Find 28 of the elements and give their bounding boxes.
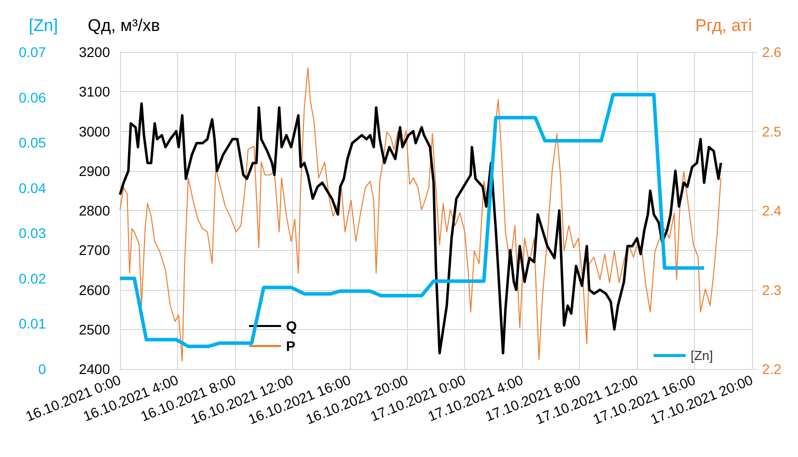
y2-tick-label: 2.5 (762, 123, 782, 140)
y3-axis-title: [Zn] (28, 16, 58, 35)
y2-axis-title: Ргд, аті (695, 16, 752, 35)
y3-tick-label: 0 (38, 361, 46, 377)
y3-tick-label: 0.03 (18, 225, 46, 242)
y2-tick-label: 2.2 (762, 361, 782, 377)
y-tick-label: 2500 (78, 321, 110, 338)
y3-tick-label: 0.04 (18, 180, 46, 196)
y2-tick-label: 2.6 (762, 44, 782, 60)
y-tick-label: 3000 (78, 123, 110, 140)
y3-tick-label: 0.05 (18, 134, 46, 151)
y-tick-label: 2700 (78, 242, 110, 258)
y3-tick-label: 0.01 (18, 316, 46, 332)
legend-label: Q (286, 318, 297, 334)
y-tick-label: 2600 (78, 282, 110, 298)
y-tick-label: 3200 (78, 44, 110, 60)
y-tick-label: 2400 (78, 361, 110, 377)
y3-tick-label: 0.02 (18, 270, 46, 286)
y3-tick-label: 0.07 (18, 44, 46, 60)
legend-label: [Zn] (690, 348, 714, 363)
y-tick-label: 2800 (78, 202, 110, 218)
y-tick-label: 3100 (78, 84, 110, 100)
y3-tick-label: 0.06 (18, 89, 46, 106)
y-axis-title: Qд, м³/хв (88, 16, 160, 35)
legend-label: P (286, 338, 296, 354)
y2-tick-label: 2.4 (762, 202, 782, 218)
y2-tick-label: 2.3 (762, 282, 782, 298)
y-tick-label: 2900 (78, 162, 110, 179)
